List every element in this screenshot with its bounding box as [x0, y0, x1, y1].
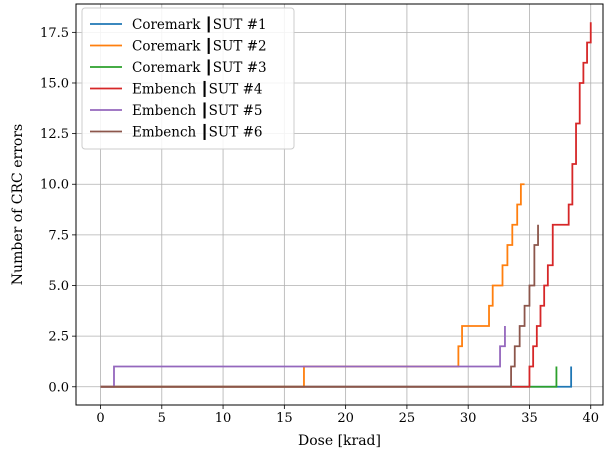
series-line [100, 183, 525, 388]
x-tick-label: 5 [158, 411, 166, 426]
x-tick-label: 40 [582, 411, 599, 426]
series-line [100, 224, 539, 388]
x-tick-label: 25 [399, 411, 416, 426]
y-axis-label: Number of CRC errors [10, 124, 26, 285]
legend-entry: Coremark ┃SUT #3 [132, 59, 267, 76]
y-tick-label: 10.0 [40, 178, 69, 193]
plot-frame [75, 3, 604, 406]
y-tick-label: 0.0 [48, 380, 69, 395]
series-line [100, 22, 592, 388]
axis-ticks: 0 5 10 15 20 25 30 35 40 0.0 2.5 5.0 7.5 10.0 12.5 15.0… [40, 26, 599, 426]
legend-box [81, 7, 295, 150]
y-tick-label: 5.0 [48, 279, 69, 294]
legend-entry: Embench ┃SUT #6 [132, 124, 262, 141]
y-tick-label: 15.0 [40, 76, 69, 91]
series-lines [100, 22, 592, 388]
series-line [100, 366, 573, 388]
y-tick-label: 7.5 [48, 228, 69, 243]
legend: Coremark ┃SUT #1 Coremark ┃SUT #2 Coremark… [81, 7, 295, 150]
x-tick-label: 20 [337, 411, 354, 426]
grid [76, 4, 603, 405]
x-tick-label: 30 [460, 411, 477, 426]
x-axis-label: Dose [krad] [298, 433, 381, 449]
legend-entry: Coremark ┃SUT #2 [132, 38, 267, 55]
x-tick-label: 0 [96, 411, 104, 426]
series-line [100, 326, 506, 388]
series-line [100, 366, 558, 388]
x-tick-label: 15 [276, 411, 293, 426]
legend-entry: Coremark ┃SUT #1 [132, 16, 267, 33]
y-tick-label: 12.5 [40, 127, 69, 142]
legend-entry: Embench ┃SUT #4 [132, 81, 262, 98]
legend-entry: Embench ┃SUT #5 [132, 102, 262, 119]
y-tick-label: 2.5 [48, 330, 69, 345]
y-tick-label: 17.5 [40, 26, 69, 41]
x-tick-label: 35 [521, 411, 538, 426]
x-tick-label: 10 [215, 411, 232, 426]
